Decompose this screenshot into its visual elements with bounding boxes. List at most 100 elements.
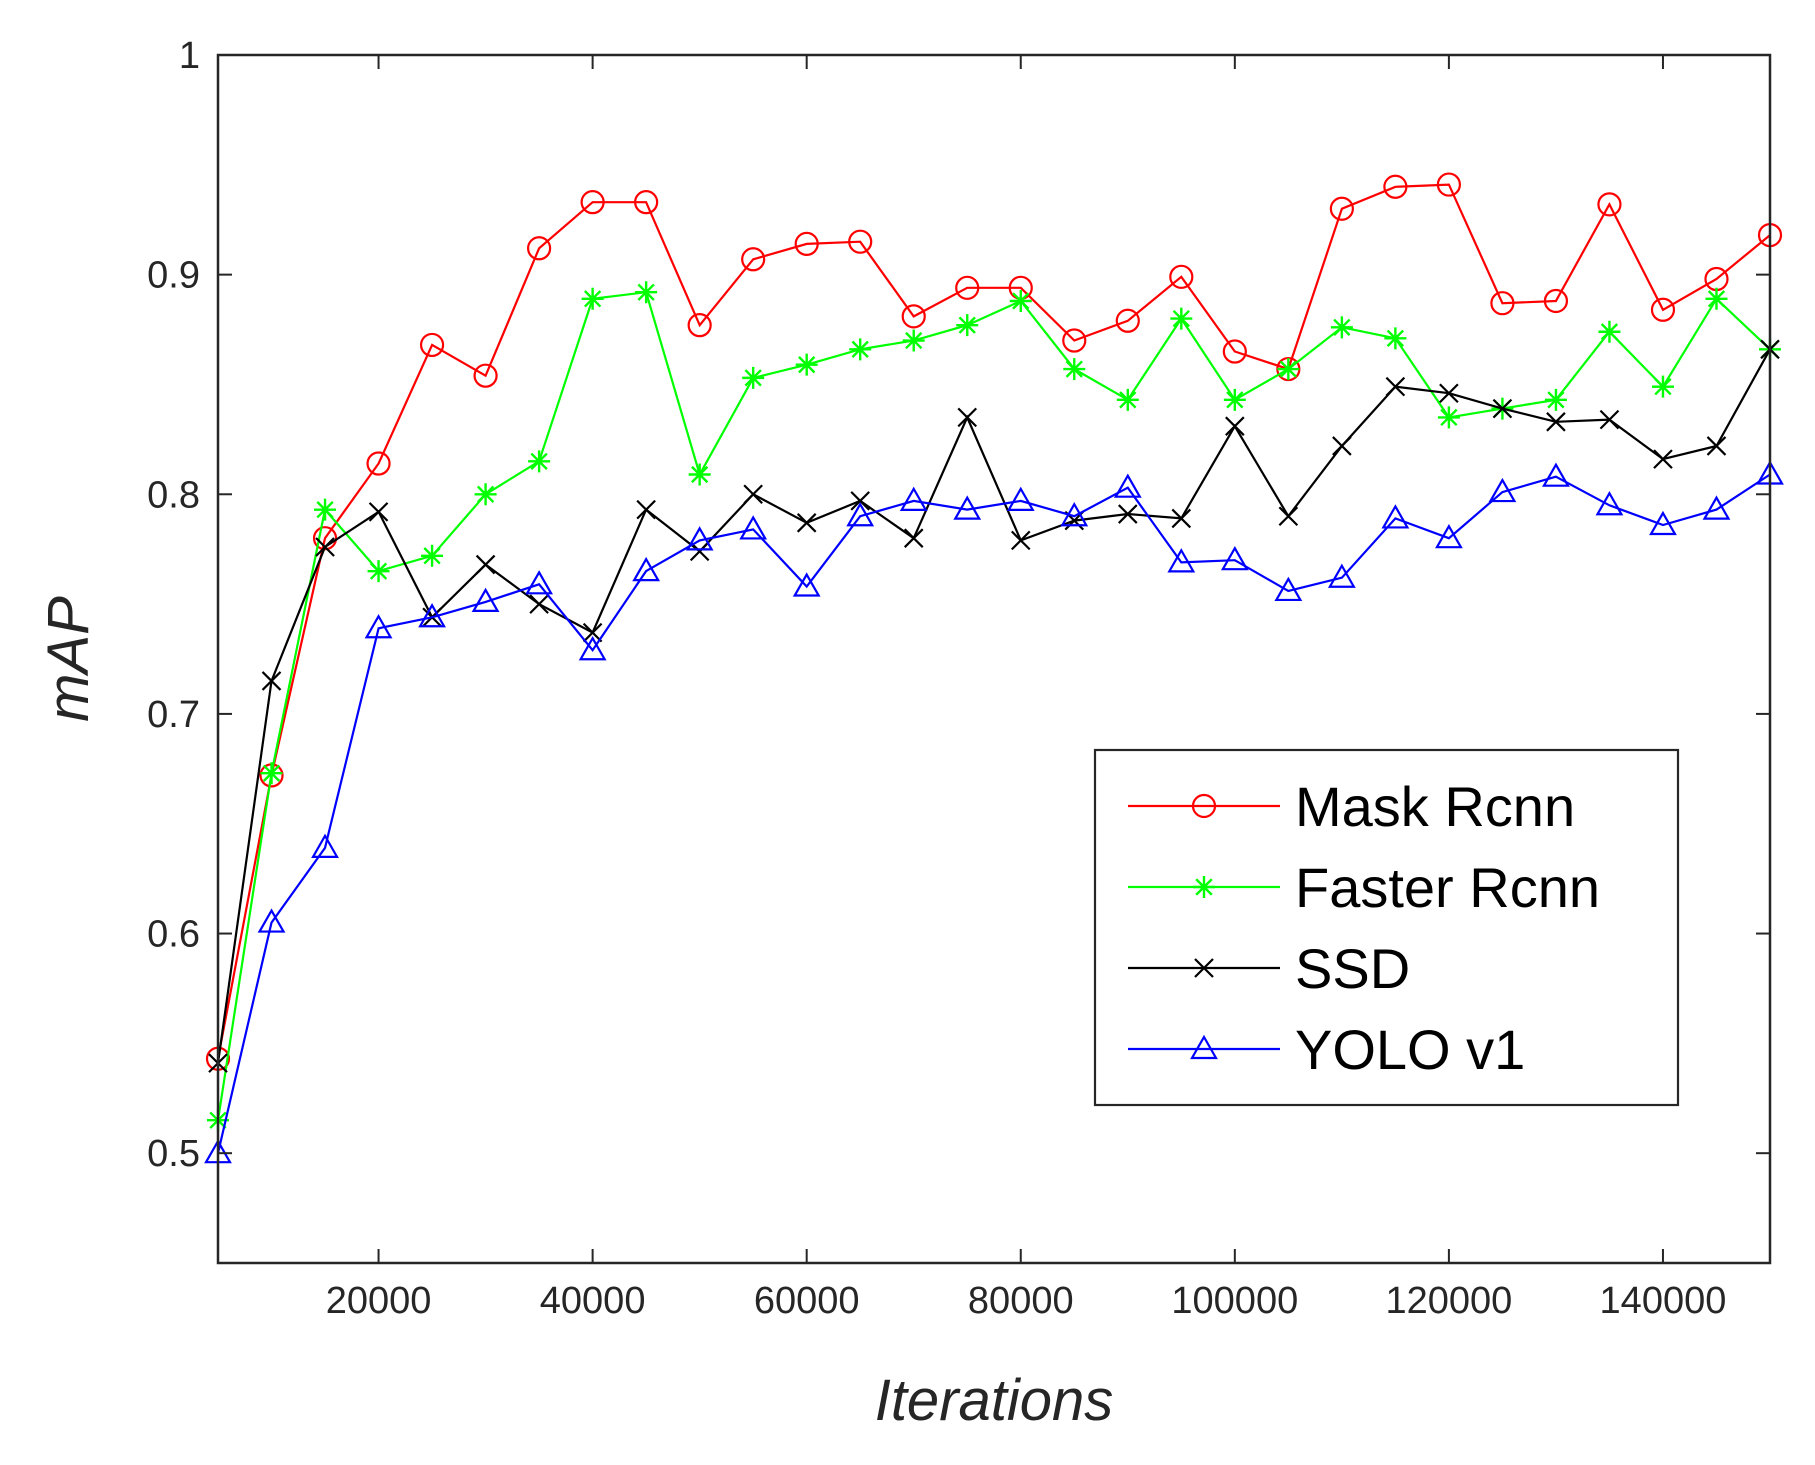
y-tick-label: 0.6 <box>147 914 200 956</box>
data-point-ssd-15 <box>1010 530 1031 551</box>
data-point-ssd-22 <box>1385 376 1406 397</box>
data-point-ssd-27-shape <box>1653 449 1673 469</box>
data-point-faster-rcnn-18-shape <box>1170 307 1193 330</box>
data-point-ssd-27 <box>1653 449 1673 469</box>
x-tick-label: 20000 <box>326 1280 432 1322</box>
data-point-ssd-10-shape <box>743 484 763 505</box>
legend-label-mask-rcnn: Mask Rcnn <box>1295 775 1575 838</box>
data-point-ssd-5-shape <box>475 554 496 575</box>
legend-label-yolo-v1: YOLO v1 <box>1295 1018 1525 1081</box>
data-point-ssd-2 <box>315 537 335 557</box>
data-point-yolo-v1-7 <box>578 635 607 661</box>
data-point-yolo-v1-14 <box>953 495 982 520</box>
data-point-yolo-v1-8-shape <box>632 556 661 582</box>
series-layer <box>204 172 1784 1164</box>
data-point-mask-rcnn-13-shape <box>901 304 926 329</box>
data-point-faster-rcnn-8-shape <box>635 281 658 304</box>
data-point-mask-rcnn-22-shape <box>1383 174 1408 199</box>
x-tick-label: 140000 <box>1600 1280 1727 1322</box>
data-point-mask-rcnn-17-shape <box>1115 308 1140 333</box>
x-tick-label: 120000 <box>1385 1280 1512 1322</box>
data-point-yolo-v1-23-shape <box>1435 523 1463 549</box>
data-point-mask-rcnn-23 <box>1436 172 1461 197</box>
data-point-mask-rcnn-8 <box>634 190 659 215</box>
data-point-mask-rcnn-10 <box>741 247 766 272</box>
data-point-mask-rcnn-3-shape <box>366 451 391 476</box>
y-tick-label: 0.5 <box>147 1133 200 1175</box>
data-point-ssd-2-shape <box>315 537 335 557</box>
data-point-ssd-3 <box>368 502 389 522</box>
data-point-yolo-v1-25-shape <box>1542 462 1570 487</box>
data-point-faster-rcnn-23-shape <box>1437 406 1460 429</box>
data-point-mask-rcnn-3 <box>366 451 391 476</box>
data-point-faster-rcnn-14 <box>956 314 979 337</box>
legend-item-faster-rcnn: Faster Rcnn <box>1128 856 1600 919</box>
data-point-ssd-13-shape <box>903 528 924 548</box>
data-point-ssd-7-shape <box>582 622 603 643</box>
data-point-mask-rcnn-11 <box>794 231 819 256</box>
data-point-mask-rcnn-19 <box>1222 339 1247 364</box>
data-point-ssd-18-shape <box>1171 508 1192 529</box>
data-point-yolo-v1-26 <box>1595 491 1624 516</box>
data-point-faster-rcnn-14-shape <box>956 314 979 337</box>
data-point-ssd-1 <box>261 671 282 691</box>
data-point-mask-rcnn-13 <box>901 304 926 329</box>
data-point-ssd-10 <box>743 484 763 505</box>
data-point-yolo-v1-12 <box>846 502 875 527</box>
data-point-mask-rcnn-16-shape <box>1062 328 1087 353</box>
data-point-faster-rcnn-25-shape <box>1544 388 1567 411</box>
data-point-mask-rcnn-11-shape <box>794 231 819 256</box>
legend-label-ssd: SSD <box>1295 937 1410 1000</box>
data-point-faster-rcnn-7 <box>581 287 604 310</box>
data-point-mask-rcnn-14-shape <box>955 275 980 300</box>
data-point-faster-rcnn-5 <box>474 483 497 506</box>
data-point-yolo-v1-7-shape <box>578 635 607 661</box>
data-point-mask-rcnn-26-shape <box>1597 192 1622 217</box>
data-point-faster-rcnn-27-shape <box>1651 375 1674 398</box>
data-point-mask-rcnn-8-shape <box>634 190 659 215</box>
legend-marker-mask-rcnn-shape <box>1191 793 1217 819</box>
data-point-faster-rcnn-18 <box>1170 307 1193 330</box>
data-point-faster-rcnn-13 <box>902 329 925 352</box>
data-point-mask-rcnn-22 <box>1383 174 1408 199</box>
data-point-faster-rcnn-19 <box>1223 388 1246 411</box>
x-axis-title: Iterations <box>875 1368 1114 1433</box>
data-point-faster-rcnn-12-shape <box>849 338 872 361</box>
data-point-mask-rcnn-21-shape <box>1329 196 1354 221</box>
data-point-mask-rcnn-19-shape <box>1222 339 1247 364</box>
data-point-yolo-v1-6-shape <box>525 570 553 595</box>
data-point-faster-rcnn-22 <box>1384 327 1407 350</box>
plot-frame <box>216 53 1772 1265</box>
data-point-yolo-v1-13 <box>899 486 928 511</box>
data-point-yolo-v1-1 <box>257 908 286 933</box>
data-point-ssd-28 <box>1706 436 1727 456</box>
data-point-faster-rcnn-15 <box>1009 289 1032 312</box>
data-point-yolo-v1-19 <box>1220 545 1249 571</box>
data-point-ssd-22-shape <box>1385 376 1406 397</box>
data-point-mask-rcnn-7 <box>580 190 605 215</box>
data-point-yolo-v1-14-shape <box>953 495 982 520</box>
data-point-faster-rcnn-3 <box>367 560 390 583</box>
data-point-ssd-14 <box>957 407 978 428</box>
data-point-yolo-v1-17-shape <box>1113 473 1142 498</box>
data-point-faster-rcnn-4-shape <box>421 544 444 567</box>
data-point-yolo-v1-15 <box>1006 486 1035 511</box>
data-point-mask-rcnn-10-shape <box>741 247 766 272</box>
data-point-mask-rcnn-27-shape <box>1650 297 1676 322</box>
data-point-ssd-24 <box>1492 398 1513 419</box>
y-tick-label: 0.7 <box>147 694 200 736</box>
data-point-yolo-v1-3-shape <box>364 614 393 639</box>
data-point-ssd-3-shape <box>368 502 389 522</box>
y-tick-label: 1 <box>179 35 200 77</box>
data-point-yolo-v1-24-shape <box>1488 477 1517 503</box>
data-point-yolo-v1-13-shape <box>899 486 928 511</box>
data-point-faster-rcnn-4 <box>421 544 444 567</box>
data-point-mask-rcnn-16 <box>1062 328 1087 353</box>
data-point-mask-rcnn-5 <box>473 363 498 388</box>
data-point-yolo-v1-8 <box>632 556 661 582</box>
data-point-ssd-23-shape <box>1439 383 1459 404</box>
data-point-faster-rcnn-8 <box>635 281 658 304</box>
data-point-yolo-v1-26-shape <box>1595 491 1624 516</box>
data-point-mask-rcnn-26 <box>1597 192 1622 217</box>
